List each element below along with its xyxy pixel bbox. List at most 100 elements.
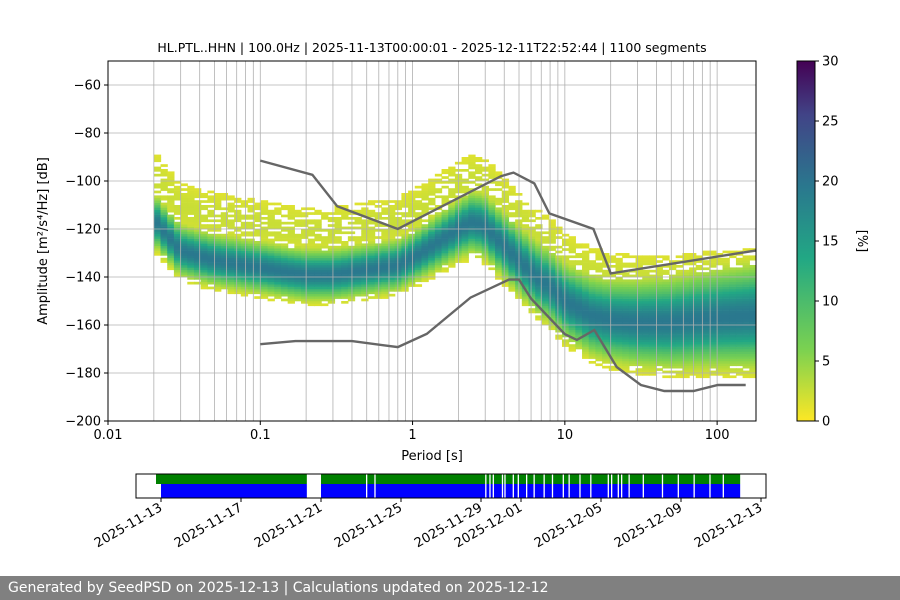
heatmap-cell	[240, 253, 249, 256]
heatmap-cell	[461, 185, 469, 189]
heatmap-cell	[468, 193, 476, 196]
heatmap-cell	[669, 353, 677, 357]
heatmap-cell	[193, 188, 202, 191]
heatmap-cell	[749, 267, 756, 271]
heatmap-cell	[193, 200, 202, 203]
heatmap-cell	[642, 310, 650, 314]
heatmap-cell	[488, 226, 496, 230]
heatmap-cell	[715, 277, 724, 280]
heatmap-cell	[234, 241, 242, 244]
heatmap-cell	[267, 233, 275, 237]
heatmap-cell	[327, 284, 336, 287]
heatmap-cell	[280, 221, 289, 225]
heatmap-cell	[260, 255, 269, 259]
heatmap-cell	[347, 274, 356, 278]
heatmap-cell	[448, 241, 456, 244]
heatmap-cell	[715, 291, 724, 295]
heatmap-cell	[240, 200, 249, 203]
heatmap-cell	[401, 289, 409, 292]
heatmap-cell	[347, 279, 356, 283]
heatmap-cell	[568, 296, 576, 299]
heatmap-cell	[441, 221, 449, 225]
heatmap-cell	[675, 329, 683, 333]
heatmap-cell	[254, 250, 262, 254]
heatmap-cell	[381, 289, 389, 292]
heatmap-cell	[361, 250, 369, 254]
heatmap-cell	[334, 293, 342, 297]
heatmap-cell	[535, 265, 543, 268]
heatmap-cell	[314, 250, 322, 254]
heatmap-cell	[628, 337, 637, 340]
heatmap-cell	[648, 370, 657, 374]
heatmap-cell	[628, 289, 637, 292]
heatmap-cell	[301, 224, 309, 227]
heatmap-cell	[327, 286, 336, 290]
heatmap-cell	[528, 226, 536, 230]
heatmap-cell	[240, 284, 249, 287]
heatmap-cell	[274, 202, 282, 206]
heatmap-cell	[414, 279, 423, 283]
heatmap-cell	[669, 298, 677, 302]
heatmap-cell	[153, 197, 162, 201]
heatmap-cell	[167, 171, 175, 175]
heatmap-cell	[655, 289, 663, 292]
heatmap-cell	[240, 248, 249, 251]
heatmap-cell	[575, 281, 583, 285]
heatmap-cell	[495, 260, 503, 263]
heatmap-cell	[682, 284, 690, 287]
heatmap-cell	[548, 310, 556, 314]
heatmap-cell	[495, 274, 503, 278]
heatmap-cell	[173, 260, 182, 263]
heatmap-cell	[167, 188, 175, 191]
heatmap-cell	[689, 281, 697, 285]
heatmap-cell	[535, 209, 543, 213]
heatmap-cell	[327, 281, 336, 285]
heatmap-cell	[274, 289, 282, 292]
heatmap-cell	[307, 265, 316, 268]
heatmap-cell	[414, 200, 423, 203]
heatmap-cell	[307, 243, 316, 247]
heatmap-cell	[287, 255, 295, 259]
heatmap-cell	[421, 243, 429, 247]
heatmap-cell	[702, 274, 710, 278]
heatmap-cell	[193, 221, 202, 225]
heatmap-cell	[441, 229, 449, 232]
heatmap-cell	[735, 325, 744, 328]
heatmap-cell	[334, 284, 342, 287]
heatmap-cell	[388, 209, 396, 213]
heatmap-cell	[575, 322, 583, 326]
heatmap-cell	[588, 337, 597, 340]
heatmap-cell	[669, 296, 677, 299]
heatmap-cell	[180, 224, 188, 227]
heatmap-cell	[702, 363, 710, 367]
heatmap-cell	[301, 243, 309, 247]
heatmap-cell	[682, 370, 690, 374]
heatmap-cell	[408, 255, 416, 259]
heatmap-cell	[461, 157, 469, 160]
heatmap-cell	[187, 255, 195, 259]
heatmap-cell	[180, 272, 188, 275]
heatmap-cell	[508, 260, 516, 263]
heatmap-cell	[735, 341, 744, 345]
heatmap-cell	[648, 301, 657, 304]
heatmap-cell	[675, 322, 683, 326]
heatmap-cell	[388, 231, 396, 235]
heatmap-cell	[408, 205, 416, 208]
heatmap-cell	[521, 253, 530, 256]
heatmap-cell	[555, 250, 563, 254]
heatmap-cell	[421, 253, 429, 256]
heatmap-cell	[648, 337, 657, 340]
heatmap-cell	[441, 267, 449, 271]
heatmap-cell	[709, 293, 717, 297]
heatmap-cell	[187, 217, 195, 220]
heatmap-cell	[468, 200, 476, 203]
heatmap-cell	[495, 262, 503, 266]
heatmap-cell	[428, 272, 436, 275]
heatmap-cell	[153, 190, 162, 194]
heatmap-cell	[347, 293, 356, 297]
heatmap-cell	[742, 356, 750, 359]
heatmap-cell	[749, 349, 756, 352]
heatmap-cell	[354, 248, 362, 251]
heatmap-cell	[501, 272, 510, 275]
heatmap-cell	[555, 322, 563, 326]
